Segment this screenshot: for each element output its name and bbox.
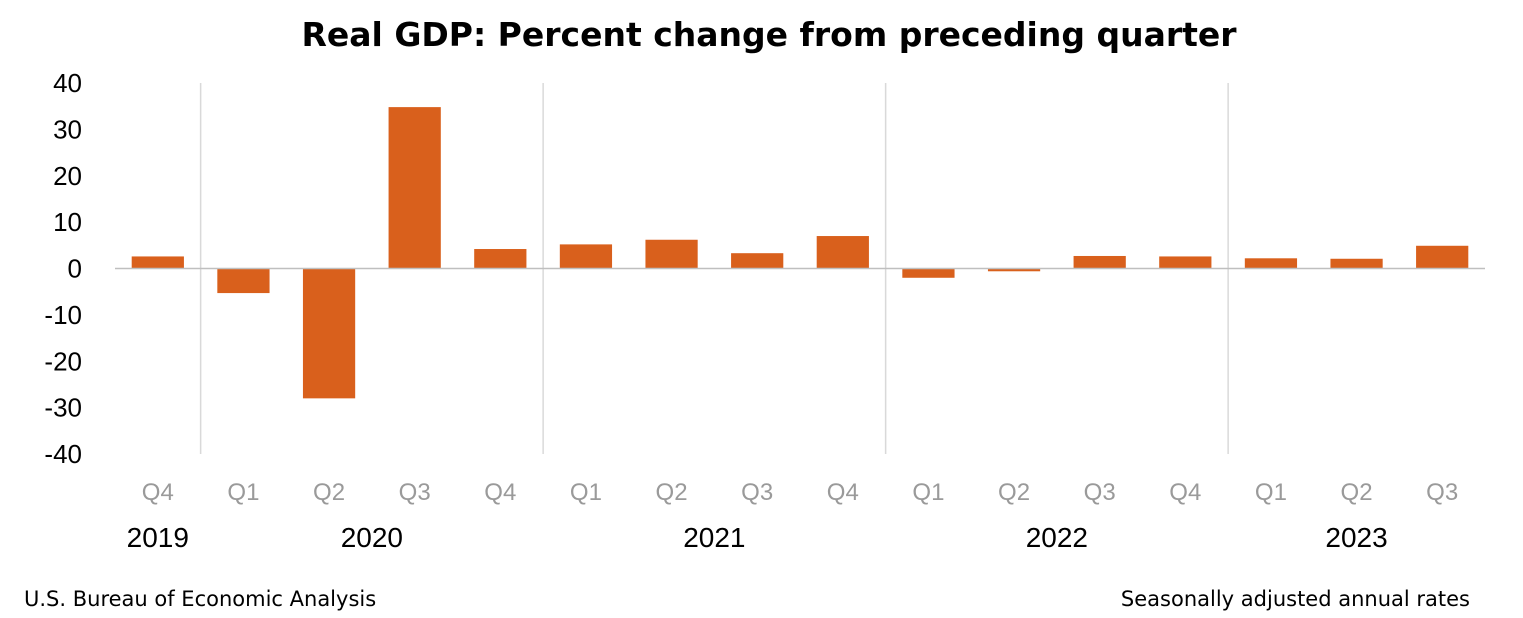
y-tick-label: 40 xyxy=(53,68,82,98)
year-label: 2019 xyxy=(127,522,189,553)
x-tick-label: Q1 xyxy=(570,479,602,506)
bar xyxy=(302,268,356,399)
bar xyxy=(1330,258,1383,269)
bar xyxy=(474,249,527,269)
bar xyxy=(1159,256,1212,269)
bar xyxy=(1073,255,1126,269)
x-tick-label: Q2 xyxy=(998,479,1030,506)
year-label: 2020 xyxy=(341,522,403,553)
y-tick-label: 20 xyxy=(53,161,82,191)
x-tick-label: Q1 xyxy=(912,479,944,506)
year-label: 2022 xyxy=(1026,522,1088,553)
source-note: U.S. Bureau of Economic Analysis xyxy=(24,587,376,611)
x-tick-label: Q3 xyxy=(1084,479,1116,506)
x-tick-label: Q2 xyxy=(656,479,688,506)
x-axis: Q4 Q1 Q2 Q3 Q4 Q1 Q2 Q3 Q4 Q1 Q2 Q3 Q4 Q1 Q2 Q3 xyxy=(142,479,1458,506)
y-tick-label: 30 xyxy=(53,114,82,144)
x-tick-label: Q1 xyxy=(1255,479,1287,506)
bar xyxy=(987,268,1041,272)
x-tick-label: Q4 xyxy=(142,479,174,506)
year-label: 2021 xyxy=(683,522,745,553)
x-tick-label: Q4 xyxy=(1169,479,1201,506)
y-tick-label: 0 xyxy=(68,254,82,284)
x-tick-label: Q2 xyxy=(313,479,345,506)
bar xyxy=(388,107,441,269)
bar xyxy=(559,244,613,269)
chart-title: Real GDP: Percent change from preceding … xyxy=(301,15,1237,54)
y-tick-label: 10 xyxy=(53,207,82,237)
bar xyxy=(902,268,955,278)
rate-note: Seasonally adjusted annual rates xyxy=(1121,587,1470,611)
x-tick-label: Q1 xyxy=(227,479,259,506)
bar xyxy=(645,239,698,269)
bar xyxy=(1244,258,1298,269)
year-label: 2023 xyxy=(1325,522,1387,553)
bar xyxy=(131,256,184,269)
y-tick-label: -20 xyxy=(44,346,82,376)
y-axis: 40 30 20 10 0 -10 -20 -30 -40 xyxy=(44,68,82,469)
x-tick-label: Q2 xyxy=(1341,479,1373,506)
bar xyxy=(217,268,270,294)
bar xyxy=(1416,245,1469,269)
y-tick-label: -10 xyxy=(44,300,82,330)
x-tick-label: Q4 xyxy=(827,479,859,506)
x-tick-label: Q4 xyxy=(484,479,516,506)
y-tick-label: -30 xyxy=(44,393,82,423)
x-tick-label: Q3 xyxy=(399,479,431,506)
bars xyxy=(131,107,1469,399)
year-labels: 2019 2020 2021 2022 2023 xyxy=(127,522,1388,553)
bar xyxy=(816,236,869,269)
bar xyxy=(731,253,784,269)
x-tick-label: Q3 xyxy=(741,479,773,506)
y-tick-label: -40 xyxy=(44,439,82,469)
x-tick-label: Q3 xyxy=(1426,479,1458,506)
